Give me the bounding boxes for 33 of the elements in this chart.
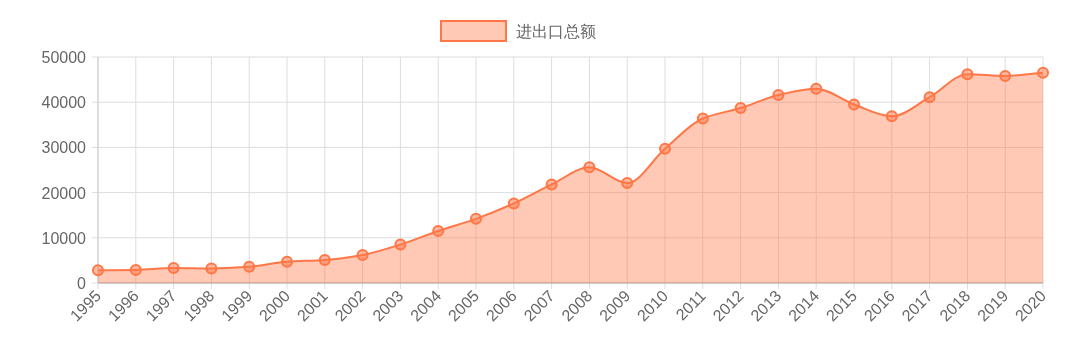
y-tick-label: 20000 — [41, 184, 87, 202]
y-tick-label: 10000 — [41, 229, 87, 247]
y-tick-label: 30000 — [41, 139, 87, 157]
point — [507, 197, 520, 210]
point — [318, 253, 331, 266]
point — [129, 263, 142, 276]
point — [205, 262, 218, 275]
point — [356, 248, 369, 261]
point — [545, 178, 558, 191]
point — [1037, 66, 1049, 79]
point — [167, 262, 180, 275]
point — [923, 91, 936, 104]
point — [470, 212, 482, 225]
point — [432, 225, 445, 238]
y-tick-label: 40000 — [41, 94, 87, 112]
point — [281, 255, 293, 268]
legend-label: 进出口总额 — [516, 23, 596, 40]
point — [734, 102, 747, 115]
point — [621, 177, 634, 190]
y-tick-label: 0 — [77, 275, 87, 292]
point — [885, 110, 898, 123]
point — [999, 69, 1012, 82]
point — [772, 88, 785, 101]
point — [659, 142, 671, 155]
point — [394, 238, 407, 251]
point — [696, 112, 709, 125]
point — [583, 161, 596, 174]
point — [92, 264, 104, 277]
point — [848, 98, 860, 111]
point — [961, 68, 974, 81]
y-tick-label: 50000 — [41, 49, 87, 66]
point — [810, 82, 823, 95]
point — [243, 260, 256, 273]
